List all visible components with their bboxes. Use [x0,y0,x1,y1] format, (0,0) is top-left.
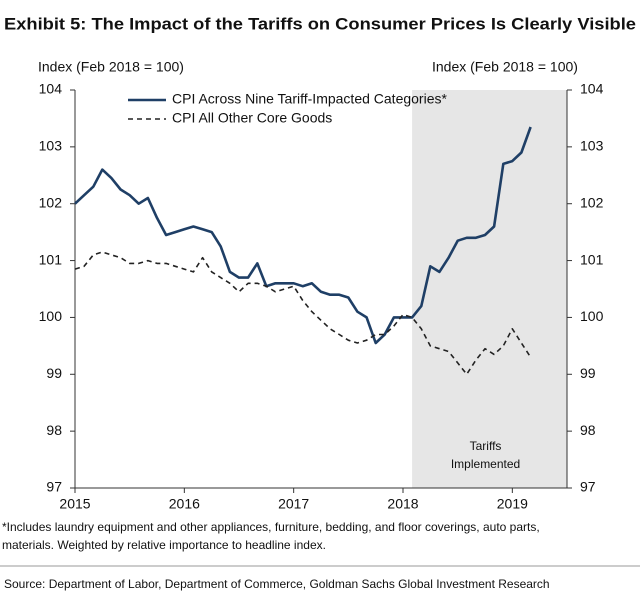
y2-tick-label: 98 [580,422,596,438]
source: Source: Department of Labor, Department … [4,577,550,591]
line-series [74,126,532,345]
x-tick-label: 2016 [169,496,200,512]
y-tick-label: 104 [39,81,63,97]
footnote: *Includes laundry equipment and other ap… [2,520,540,534]
annotation: Implemented [451,457,520,471]
y2-tick-label: 99 [580,365,596,381]
y-tick-label: 99 [46,365,62,381]
footnote: materials. Weighted by relative importan… [2,538,326,552]
annotation: Tariffs [470,439,502,453]
y2-tick-label: 102 [580,194,604,210]
shaded-region [412,90,567,488]
y-tick-label: 102 [39,194,63,210]
y2-tick-label: 103 [580,138,604,154]
y2-tick-label: 104 [580,81,604,97]
x-tick-label: 2019 [497,496,528,512]
y-tick-label: 97 [46,479,62,495]
y2-tick-label: 97 [580,479,596,495]
y2-axis-label: Index (Feb 2018 = 100) [432,59,578,75]
y-tick-label: 101 [39,251,63,267]
legend-label: CPI Across Nine Tariff-Impacted Categori… [172,91,447,107]
y-tick-label: 103 [39,138,63,154]
y-tick-label: 100 [39,308,63,324]
chart-title: Exhibit 5: The Impact of the Tariffs on … [4,14,636,33]
x-tick-label: 2017 [278,496,309,512]
y2-tick-label: 101 [580,251,604,267]
line-series [74,251,532,376]
y-axis-label: Index (Feb 2018 = 100) [38,59,184,75]
legend-label: CPI All Other Core Goods [172,110,332,126]
x-tick-label: 2018 [387,496,418,512]
y2-tick-label: 100 [580,308,604,324]
x-tick-label: 2015 [59,496,90,512]
y-tick-label: 98 [46,422,62,438]
